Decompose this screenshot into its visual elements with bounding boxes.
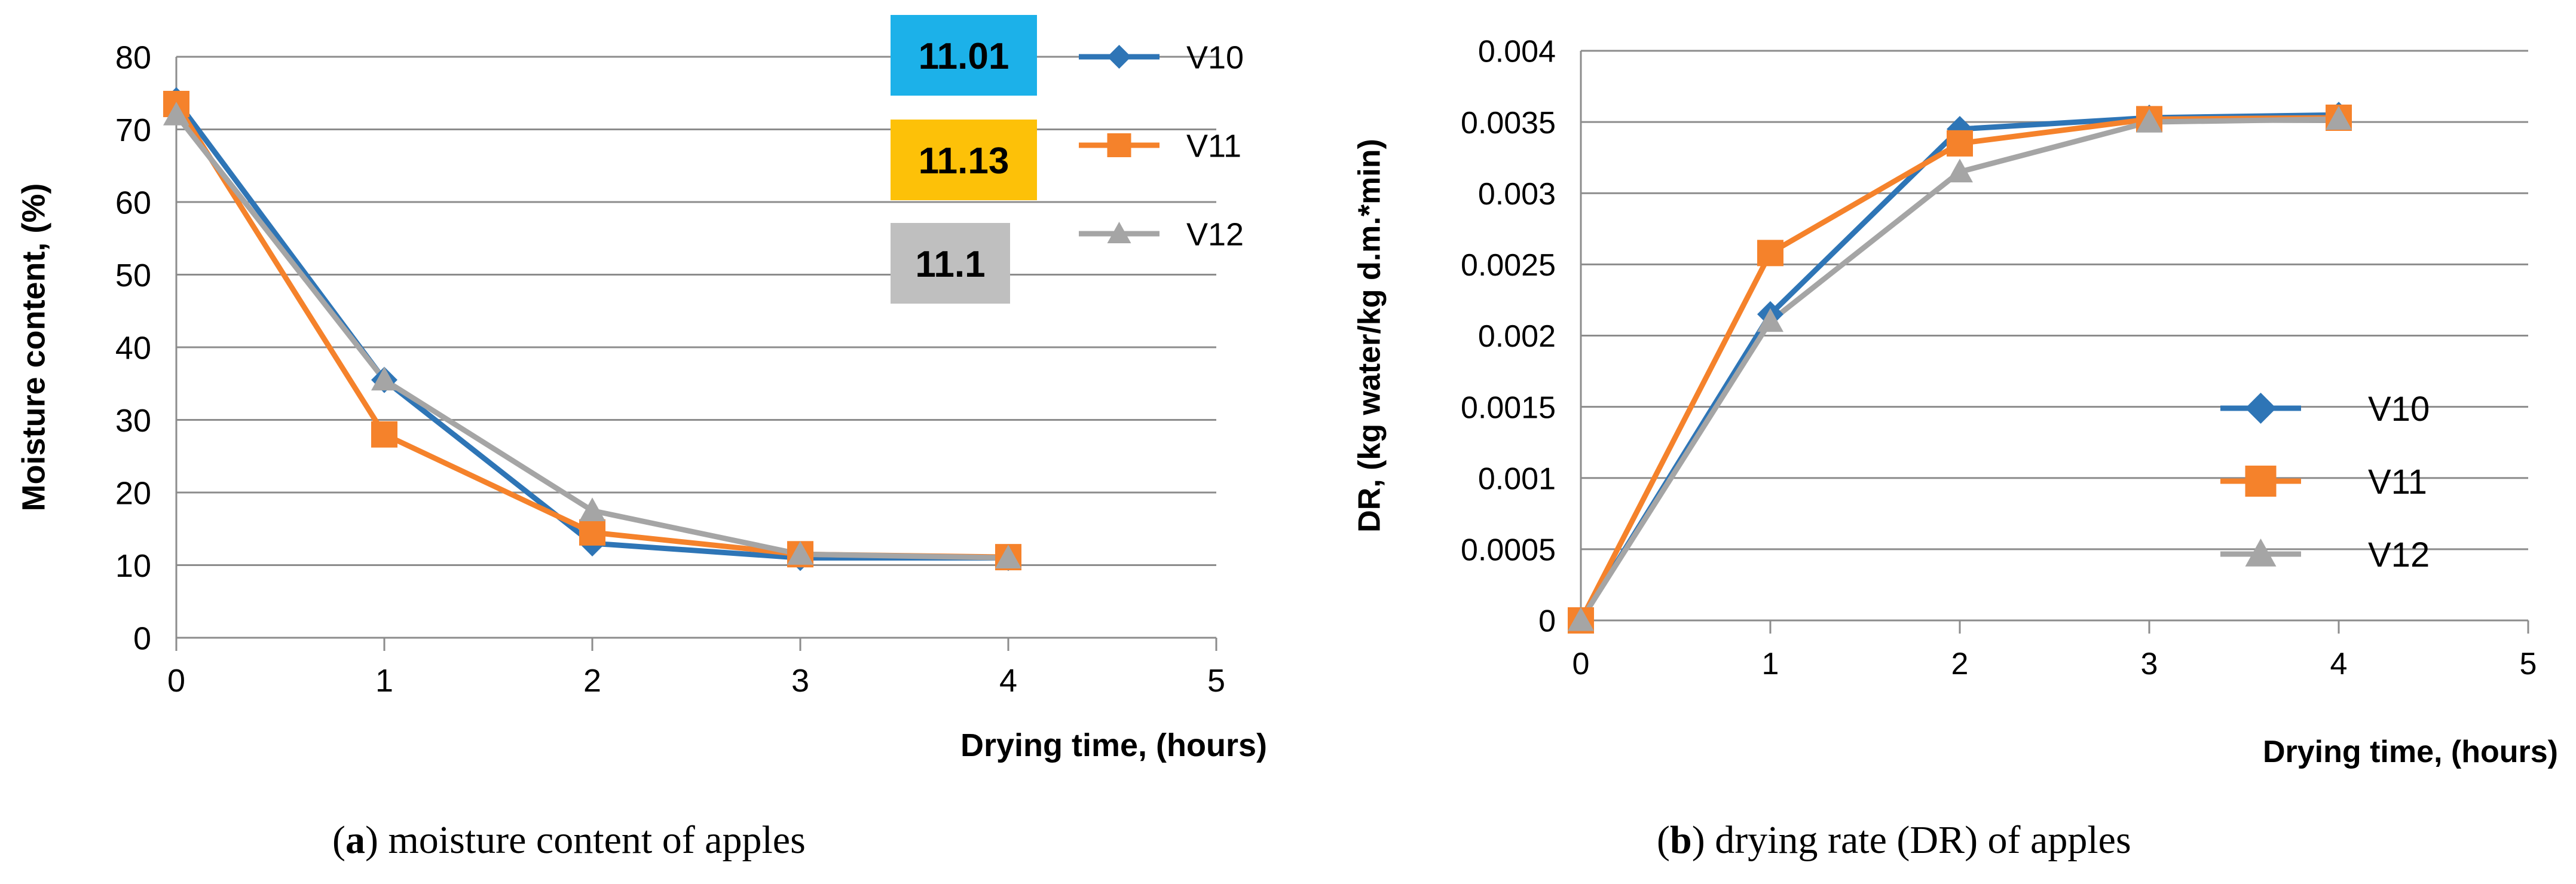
data-point-v12 [1757,308,1783,332]
y-tick-label: 30 [115,403,151,439]
x-tick-label: 3 [2141,647,2158,681]
x-tick-label: 4 [2330,647,2348,681]
y-tick-label: 20 [115,475,151,511]
y-tick-label: 60 [115,185,151,221]
y-tick-label: 0.0035 [1461,106,1556,140]
x-axis-title: Drying time, (hours) [2263,735,2558,769]
data-point-v12 [995,545,1021,568]
caption-a-close: ) [365,818,378,862]
y-tick-label: 80 [115,39,151,75]
legend-marker [1107,45,1131,69]
legend-label: V11 [1186,128,1241,164]
y-tick-label: 70 [115,112,151,148]
x-tick-label: 0 [167,663,185,699]
series-line-v12 [1578,116,2339,622]
legend-label: V10 [1186,39,1244,75]
y-tick-label: 40 [115,330,151,366]
series-line-v10 [1578,112,2339,622]
y-tick-label: 0 [133,620,151,656]
y-tick-label: 0.0005 [1461,533,1556,568]
y-axis-title: DR, (kg water/kg d.m.*min) [1353,139,1387,533]
legend-marker [2245,539,2277,567]
series-line-v11 [174,102,1009,560]
x-tick-label: 3 [791,663,809,699]
annotation-box [891,15,1037,96]
data-point-v12 [163,102,189,126]
y-tick-label: 0.002 [1478,319,1556,354]
data-point-v12 [579,497,605,521]
y-tick-label: 50 [115,258,151,293]
y-tick-label: 0.0025 [1461,248,1556,283]
chart-moisture-content: 0 10 20 30 40 50 60 70 80 0 1 2 3 4 5 Drying time, (hou… [16,15,1267,763]
data-point-v12 [1568,607,1594,631]
x-tick-label: 1 [1762,647,1779,681]
caption-a-letter: a [345,818,365,862]
data-point-v11 [1947,130,1973,157]
data-point-v12 [371,366,397,391]
x-tick-label: 0 [1572,647,1590,681]
data-point-v12 [787,541,813,565]
series-line-v12 [174,113,1009,561]
caption-a: (a) moisture content of apples [332,818,806,863]
legend-marker [2245,466,2277,497]
caption-b-text: drying rate (DR) of apples [1705,818,2131,862]
data-point-v12 [2326,106,2352,130]
y-tick-label: 0.001 [1478,461,1556,496]
caption-b: (b) drying rate (DR) of apples [1657,818,2131,863]
series-line-v10 [174,99,1008,561]
annotation-box [891,223,1010,304]
caption-b-open: ( [1657,818,1670,862]
data-point-v12 [1947,158,1973,183]
caption-b-close: ) [1691,818,1705,862]
legend-label: V12 [1186,216,1244,252]
caption-a-open: ( [332,818,345,862]
annotation-label: 11.13 [919,140,1009,182]
data-point-v11 [1757,240,1783,267]
annotation-box [891,120,1037,200]
y-tick-label: 0 [1538,604,1556,639]
x-tick-label: 2 [1951,647,1969,681]
x-axis-title: Drying time, (hours) [960,727,1267,763]
y-tick-label: 0.003 [1478,177,1556,212]
legend-marker [1107,133,1131,157]
legend-marker [2245,393,2277,424]
annotation-label: 11.1 [915,244,985,285]
y-tick-label: 0.0015 [1461,390,1556,425]
chart-drying-rate: 0 0.0005 0.001 0.0015 0.002 0.0025 0.003 0.0035… [1353,35,2558,769]
caption-b-letter: b [1669,818,1692,862]
y-axis-title: Moisture content, (%) [16,183,51,512]
x-tick-label: 5 [2520,647,2537,681]
caption-a-text: moisture content of apples [378,818,806,862]
x-tick-label: 1 [375,663,393,699]
y-tick-label: 10 [115,548,151,584]
x-tick-label: 2 [583,663,601,699]
legend-label: V10 [2368,390,2430,429]
data-point-v11 [579,519,605,546]
legend-label: V11 [2368,463,2427,501]
x-tick-label: 4 [999,663,1017,699]
legend-label: V12 [2368,536,2430,574]
x-tick-label: 5 [1207,663,1225,699]
annotation-label: 11.01 [919,36,1009,77]
data-point-v12 [2136,109,2162,133]
data-point-v11 [371,421,397,448]
legend-marker [1107,222,1131,243]
y-tick-label: 0.004 [1478,35,1556,69]
